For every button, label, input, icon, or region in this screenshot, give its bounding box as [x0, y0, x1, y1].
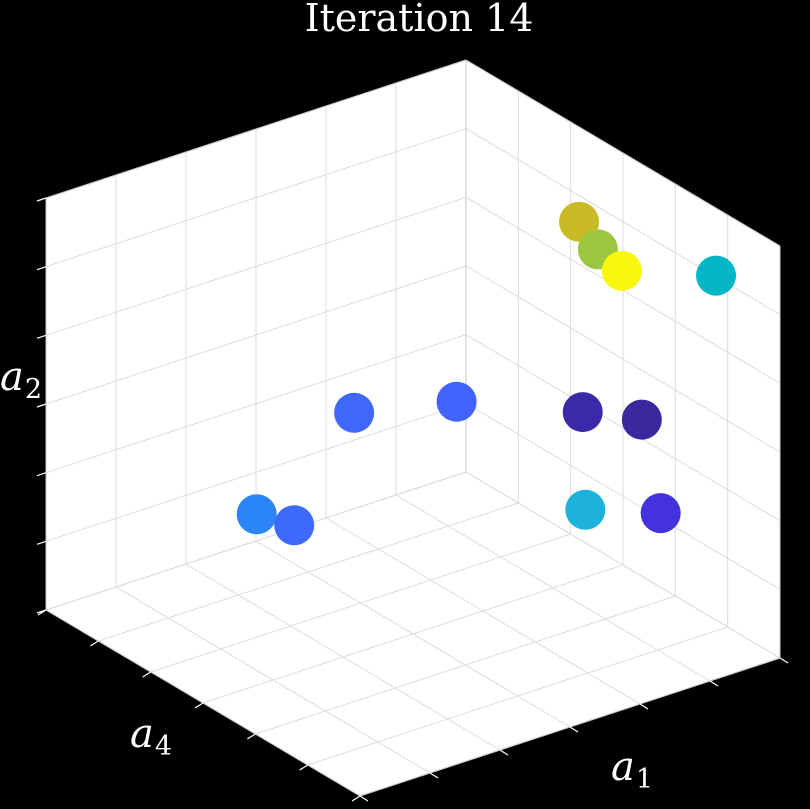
grid-line [115, 586, 431, 774]
data-point-5 [621, 399, 662, 440]
x-axis-tick [247, 733, 256, 740]
z-axis-tick [36, 197, 47, 202]
y-axis-tick [779, 657, 789, 664]
axes-panes [46, 60, 780, 796]
data-point-8 [565, 489, 606, 530]
y-axis-tick [709, 680, 719, 687]
data-point-12 [436, 381, 477, 422]
y-axis-tick [359, 795, 369, 802]
x-axis-tick [90, 640, 99, 647]
z-axis-tick [36, 472, 47, 477]
pane-edge [465, 59, 781, 247]
z-axis-tick [36, 403, 47, 408]
x-axis-tick [37, 609, 47, 616]
chart-title: Iteration 14 [305, 0, 534, 40]
data-point-9 [236, 494, 277, 535]
z-axis-label: a2 [0, 354, 42, 405]
data-point-3 [601, 250, 642, 291]
data-point-6 [562, 392, 603, 433]
y-axis-tick [499, 749, 509, 756]
pane-edge [45, 59, 467, 199]
z-axis-tick [36, 540, 47, 545]
x-axis-tick [299, 764, 308, 771]
data-point-7 [640, 493, 681, 534]
x-axis-tick [351, 795, 361, 802]
y-axis-tick [569, 726, 579, 733]
y-axis-label: a4 [130, 711, 172, 762]
x-axis-tick [142, 671, 151, 678]
y-axis-tick [639, 703, 649, 710]
data-point-4 [696, 255, 737, 296]
z-axis-tick [36, 266, 47, 271]
tick-marks [36, 197, 789, 802]
x-axis-label: a1 [611, 744, 653, 795]
data-point-11 [274, 505, 315, 546]
y-axis-tick [429, 772, 439, 779]
data-points [236, 201, 737, 546]
grid-line [45, 128, 467, 268]
data-point-10 [334, 392, 375, 433]
z-axis-tick [36, 334, 47, 339]
x-axis-tick [194, 702, 204, 709]
